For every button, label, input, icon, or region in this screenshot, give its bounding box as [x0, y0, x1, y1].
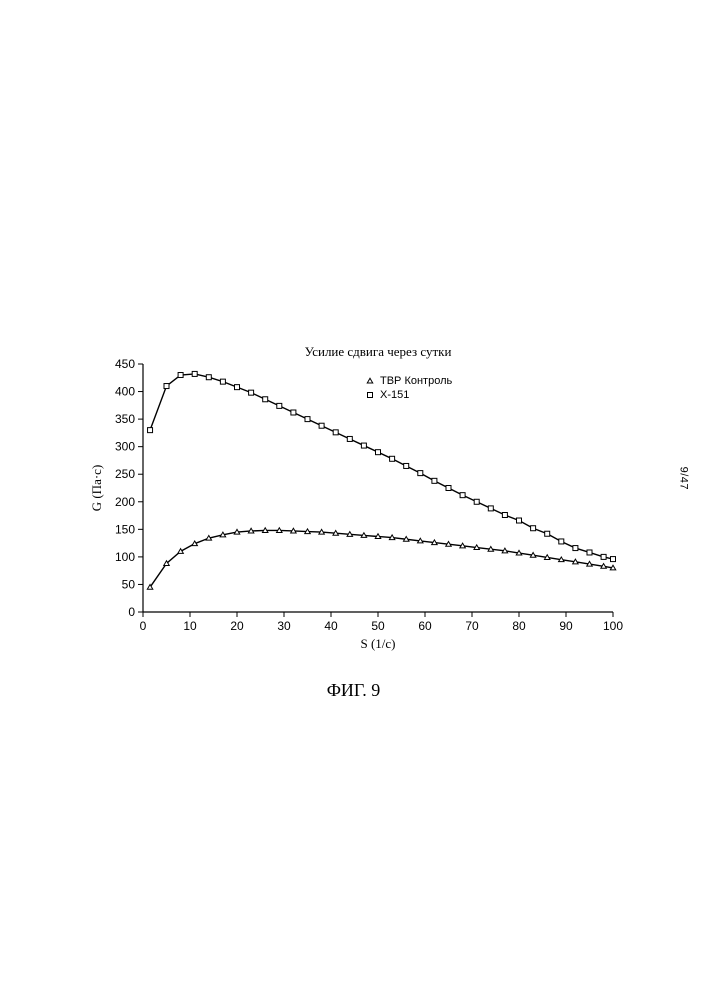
square-marker: [432, 478, 437, 483]
x-tick-label: 50: [371, 619, 385, 633]
square-marker: [291, 410, 296, 415]
square-marker: [277, 403, 282, 408]
square-marker: [460, 493, 465, 498]
triangle-marker: [277, 528, 283, 533]
y-tick-label: 400: [115, 385, 135, 399]
triangle-marker: [502, 548, 508, 553]
x-tick-label: 100: [603, 619, 623, 633]
x-tick-label: 90: [559, 619, 573, 633]
series-line: [150, 374, 613, 559]
square-marker: [573, 546, 578, 551]
square-marker: [488, 506, 493, 511]
x-tick-label: 10: [183, 619, 197, 633]
triangle-marker: [389, 535, 395, 540]
triangle-marker: [587, 561, 593, 566]
square-marker: [220, 379, 225, 384]
triangle-marker: [333, 530, 339, 535]
square-marker: [263, 397, 268, 402]
y-tick-label: 100: [115, 550, 135, 564]
square-marker: [390, 456, 395, 461]
triangle-marker: [347, 532, 353, 537]
square-marker: [192, 371, 197, 376]
triangle-marker: [516, 550, 522, 555]
triangle-marker: [220, 532, 226, 537]
triangle-marker: [178, 549, 184, 554]
triangle-marker: [262, 528, 268, 533]
square-marker: [178, 373, 183, 378]
triangle-marker: [432, 540, 438, 545]
triangle-marker: [418, 538, 424, 543]
square-marker: [418, 471, 423, 476]
square-marker: [559, 539, 564, 544]
square-marker: [305, 417, 310, 422]
legend-label: X-151: [380, 389, 409, 401]
square-marker: [587, 550, 592, 555]
x-tick-label: 20: [230, 619, 244, 633]
triangle-marker: [234, 529, 240, 534]
triangle-marker: [367, 378, 373, 383]
square-marker: [164, 384, 169, 389]
square-marker: [206, 375, 211, 380]
square-marker: [446, 486, 451, 491]
square-marker: [611, 557, 616, 562]
square-marker: [361, 443, 366, 448]
square-marker: [148, 428, 153, 433]
triangle-marker: [573, 559, 579, 564]
square-marker: [545, 531, 550, 536]
square-marker: [235, 385, 240, 390]
x-tick-label: 80: [512, 619, 526, 633]
triangle-marker: [291, 528, 297, 533]
square-marker: [368, 393, 373, 398]
y-tick-label: 450: [115, 357, 135, 371]
y-tick-label: 300: [115, 440, 135, 454]
x-tick-label: 0: [140, 619, 147, 633]
triangle-marker: [460, 543, 466, 548]
triangle-marker: [305, 529, 311, 534]
y-tick-label: 250: [115, 467, 135, 481]
x-tick-label: 40: [324, 619, 338, 633]
x-tick-label: 30: [277, 619, 291, 633]
x-tick-label: 60: [418, 619, 432, 633]
square-marker: [404, 463, 409, 468]
square-marker: [333, 430, 338, 435]
triangle-marker: [610, 565, 616, 570]
legend-label: ТВР Контроль: [380, 375, 452, 387]
page-side-number: 9/47: [677, 467, 689, 490]
y-tick-label: 50: [122, 577, 136, 591]
y-axis-label: G (Па·с): [89, 465, 104, 512]
triangle-marker: [361, 533, 367, 538]
triangle-marker: [248, 528, 254, 533]
y-tick-label: 0: [128, 605, 135, 619]
triangle-marker: [192, 541, 198, 546]
y-tick-label: 150: [115, 522, 135, 536]
triangle-marker: [530, 553, 536, 558]
chart-svg: Усилие сдвига через сутки050100150200250…: [85, 342, 625, 672]
x-axis-label: S (1/c): [360, 636, 395, 651]
square-marker: [249, 390, 254, 395]
square-marker: [474, 499, 479, 504]
triangle-marker: [375, 534, 381, 539]
square-marker: [347, 436, 352, 441]
y-tick-label: 200: [115, 495, 135, 509]
triangle-marker: [319, 529, 325, 534]
triangle-marker: [488, 546, 494, 551]
chart-container: Усилие сдвига через сутки050100150200250…: [85, 342, 625, 672]
x-tick-label: 70: [465, 619, 479, 633]
square-marker: [319, 423, 324, 428]
y-tick-label: 350: [115, 412, 135, 426]
triangle-marker: [559, 557, 565, 562]
square-marker: [531, 526, 536, 531]
triangle-marker: [403, 537, 409, 542]
triangle-marker: [601, 564, 607, 569]
square-marker: [502, 513, 507, 518]
square-marker: [601, 554, 606, 559]
figure-caption: ФИГ. 9: [0, 680, 707, 701]
square-marker: [376, 450, 381, 455]
triangle-marker: [446, 542, 452, 547]
triangle-marker: [474, 545, 480, 550]
triangle-marker: [544, 555, 550, 560]
chart-title: Усилие сдвига через сутки: [305, 344, 452, 359]
triangle-marker: [206, 535, 212, 540]
square-marker: [517, 518, 522, 523]
